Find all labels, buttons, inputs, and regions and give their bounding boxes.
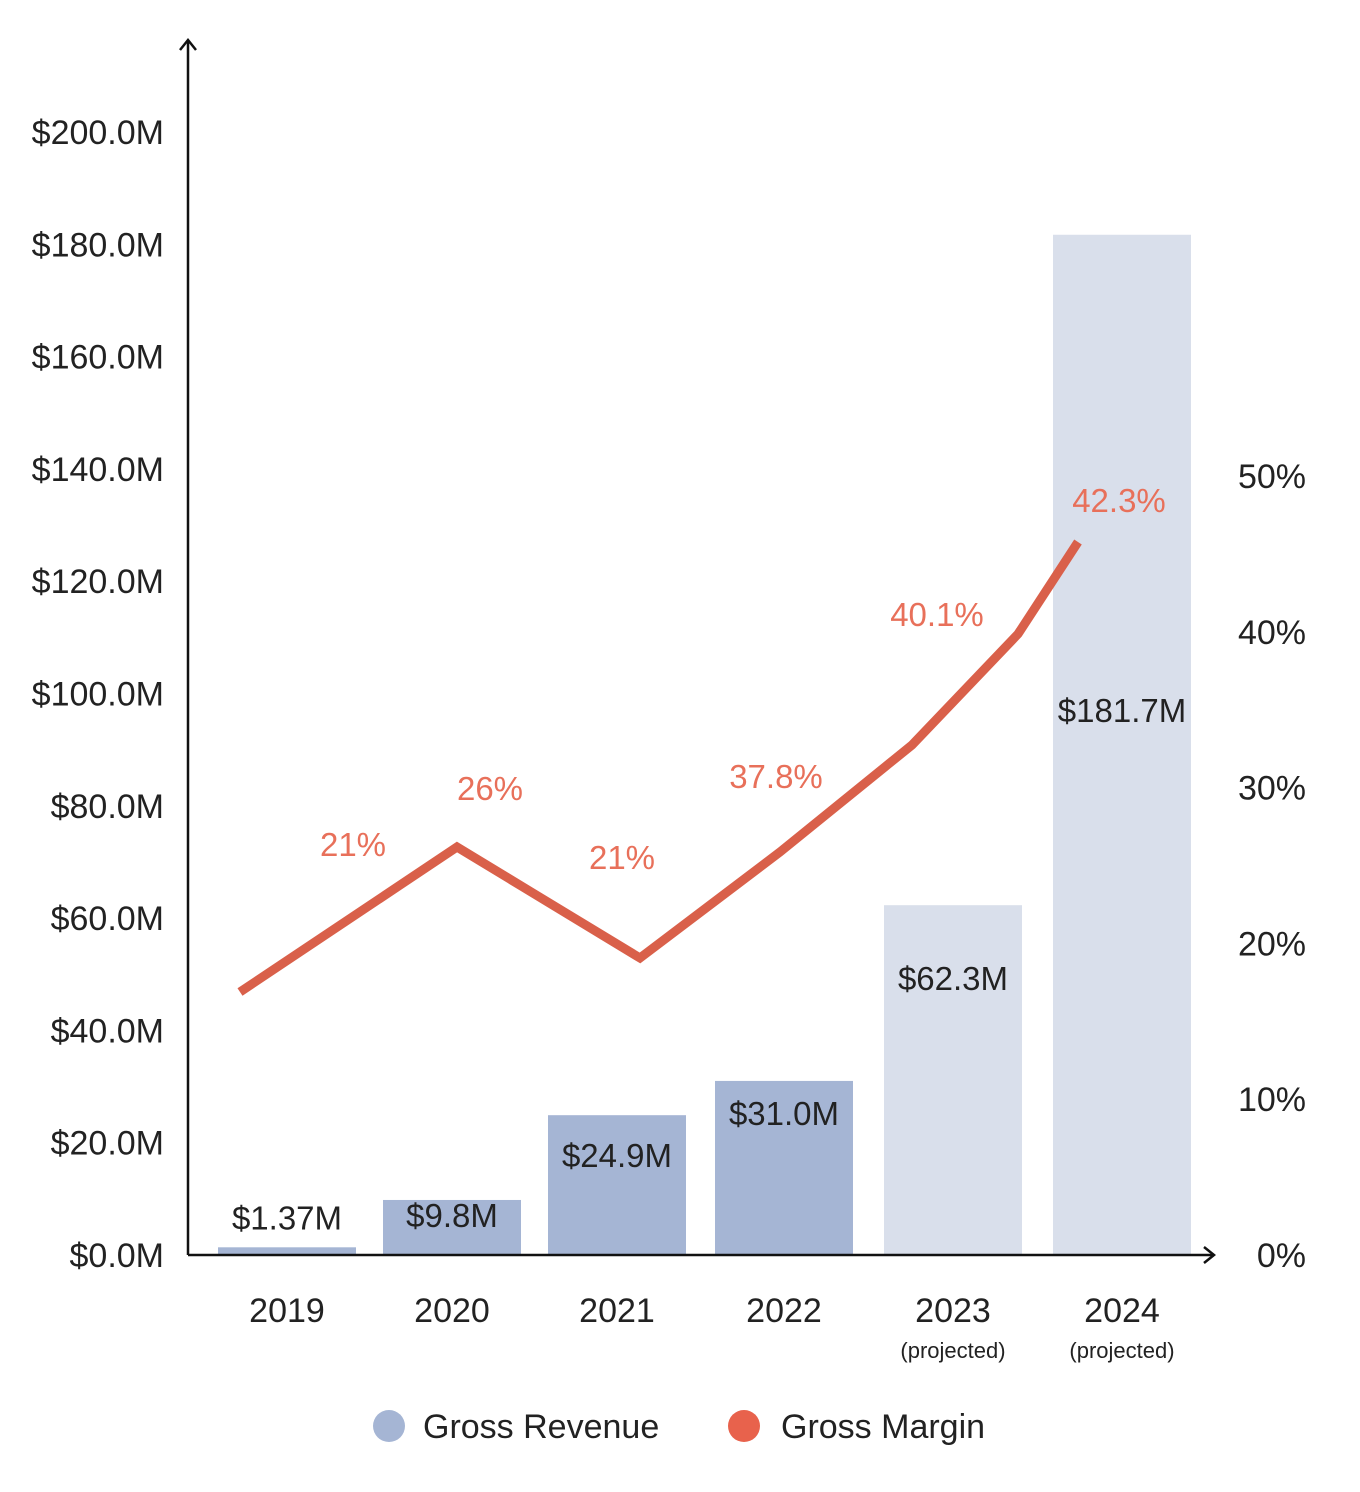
revenue-bar	[884, 905, 1022, 1255]
left-tick-label: $120.0M	[32, 563, 164, 601]
axes-layer	[179, 37, 1217, 1264]
right-tick-label: 50%	[1238, 458, 1306, 496]
left-tick-label: $80.0M	[51, 788, 164, 826]
bars-layer	[218, 234, 1191, 1255]
revenue-bar	[1053, 234, 1191, 1255]
left-tick-label: $160.0M	[32, 339, 164, 377]
right-tick-label: 0%	[1257, 1237, 1306, 1275]
legend: Gross Revenue Gross Margin	[373, 1408, 985, 1446]
left-axis-ticks: $0.0M $20.0M $40.0M $60.0M $80.0M $100.0M $120…	[32, 114, 164, 1275]
right-axis-ticks: 0% 10% 20% 30% 40% 50%	[1238, 458, 1306, 1275]
legend-label: Gross Revenue	[423, 1408, 659, 1446]
gross-margin-line	[237, 539, 1082, 996]
bar-labels-layer: $1.37M $9.8M $24.9M $31.0M $62.3M $181.7M	[232, 692, 1186, 1236]
right-tick-label: 30%	[1238, 770, 1306, 808]
margin-point-label: 40.1%	[890, 596, 984, 633]
left-tick-label: $60.0M	[51, 900, 164, 938]
revenue-bar-label: $24.9M	[562, 1137, 672, 1174]
revenue-bar	[383, 1199, 521, 1255]
revenue-bar-label: $31.0M	[729, 1095, 839, 1132]
y-axis-arrow	[179, 37, 197, 51]
revenue-bar	[218, 1247, 356, 1255]
legend-swatch	[373, 1410, 405, 1442]
right-tick-label: 20%	[1238, 925, 1306, 963]
margin-labels-layer: 21% 26% 21% 37.8% 40.1% 42.3%	[320, 482, 1166, 876]
margin-point-label: 37.8%	[729, 758, 823, 795]
revenue-bar	[548, 1115, 686, 1255]
left-tick-label: $0.0M	[70, 1237, 165, 1275]
margin-point-label: 21%	[589, 839, 655, 876]
x-tick-label: 2020	[414, 1292, 490, 1330]
x-tick-label: 2019	[249, 1292, 325, 1330]
right-tick-label: 40%	[1238, 614, 1306, 652]
margin-point-label: 21%	[320, 826, 386, 863]
left-tick-label: $100.0M	[32, 676, 164, 714]
revenue-bar-label: $181.7M	[1058, 692, 1186, 729]
x-tick-label: 2024	[1084, 1292, 1160, 1330]
legend-swatch	[728, 1410, 760, 1442]
left-tick-label: $20.0M	[51, 1125, 164, 1163]
revenue-bar-label: $1.37M	[232, 1199, 342, 1236]
left-tick-label: $140.0M	[32, 451, 164, 489]
x-axis-ticks: 2019 2020 2021 2022 2023 (projected) 2024 (proj…	[249, 1292, 1174, 1363]
x-axis-arrow	[1203, 1246, 1217, 1264]
margin-point-label: 26%	[457, 770, 523, 807]
left-tick-label: $40.0M	[51, 1012, 164, 1050]
right-tick-label: 10%	[1238, 1081, 1306, 1119]
revenue-bar	[715, 1080, 853, 1255]
revenue-bar-label: $62.3M	[898, 960, 1008, 997]
margin-line-layer	[237, 539, 1082, 996]
left-tick-label: $180.0M	[32, 226, 164, 264]
legend-label: Gross Margin	[781, 1408, 985, 1446]
x-tick-note: (projected)	[900, 1338, 1005, 1363]
x-tick-label: 2021	[579, 1292, 655, 1330]
margin-point-label: 42.3%	[1072, 482, 1166, 519]
x-tick-label: 2022	[746, 1292, 822, 1330]
left-tick-label: $200.0M	[32, 114, 164, 152]
x-tick-note: (projected)	[1069, 1338, 1174, 1363]
revenue-bar-label: $9.8M	[406, 1197, 498, 1234]
x-tick-label: 2023	[915, 1292, 991, 1330]
